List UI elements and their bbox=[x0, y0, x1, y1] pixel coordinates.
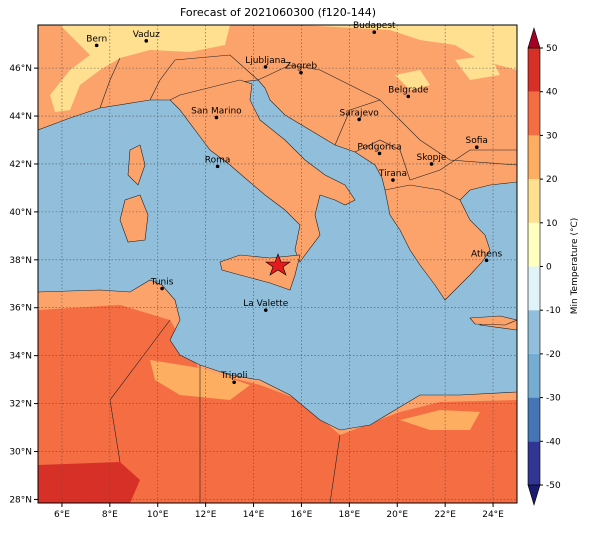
colorbar-tick-label: 10 bbox=[546, 219, 558, 229]
city-label: Skopje bbox=[417, 153, 447, 163]
x-tick-label: 18°E bbox=[339, 510, 361, 520]
colorbar-tick-label: 20 bbox=[546, 175, 558, 185]
title: Forecast of 2021060300 (f120-144) bbox=[180, 6, 376, 19]
city-point bbox=[214, 115, 219, 120]
city-point bbox=[232, 380, 236, 385]
forecast-point-star bbox=[265, 253, 291, 276]
y-tick-label: 42°N bbox=[9, 160, 32, 170]
x-tick-label: 6°E bbox=[54, 510, 70, 520]
map-frame bbox=[37, 24, 518, 504]
city-label: Bern bbox=[86, 34, 107, 44]
y-tick-label: 30°N bbox=[9, 447, 32, 457]
city-label: Athens bbox=[471, 249, 502, 259]
city-point bbox=[377, 151, 382, 156]
city-point bbox=[263, 65, 268, 69]
city-point bbox=[299, 70, 303, 75]
colorbar-label: Min Temperature (°C) bbox=[570, 218, 580, 315]
colorbar-band bbox=[528, 135, 540, 180]
city-label: Tunis bbox=[150, 278, 174, 288]
colorbar-tick-label: -20 bbox=[546, 350, 561, 360]
x-tick-label: 16°E bbox=[291, 510, 313, 520]
city-label: Sofia bbox=[466, 136, 488, 146]
y-tick-label: 34°N bbox=[9, 352, 32, 362]
city-point bbox=[391, 178, 395, 182]
borders bbox=[99, 54, 517, 503]
city-point bbox=[406, 94, 411, 99]
city-label: Vaduz bbox=[133, 30, 160, 40]
colorbar-band bbox=[528, 441, 540, 485]
italy bbox=[169, 79, 356, 263]
colorbar-tick-label: 50 bbox=[546, 44, 558, 54]
crete bbox=[469, 315, 517, 326]
city-label: Belgrade bbox=[388, 85, 429, 95]
city-point bbox=[372, 30, 377, 34]
city-label: Budapest bbox=[353, 21, 396, 31]
x-tick-label: 22°E bbox=[434, 510, 456, 520]
city-point bbox=[144, 39, 149, 43]
city-point bbox=[357, 117, 361, 122]
x-tick-label: 20°E bbox=[386, 510, 408, 520]
cool-land bbox=[300, 25, 517, 70]
x-tick-label: 12°E bbox=[195, 510, 217, 520]
x-tick-label: 10°E bbox=[147, 510, 169, 520]
y-tick-label: 44°N bbox=[9, 112, 32, 122]
city-label: Roma bbox=[205, 155, 231, 165]
x-tick-label: 24°E bbox=[482, 510, 504, 520]
colorbar-tick-label: -50 bbox=[546, 481, 561, 491]
colorbar-tick-label: -40 bbox=[546, 437, 561, 447]
colorbar-tick-label: -30 bbox=[546, 394, 561, 404]
y-tick-label: 32°N bbox=[9, 400, 32, 410]
colorbar-band bbox=[528, 397, 540, 442]
colorbar-band bbox=[528, 48, 540, 92]
hot-land bbox=[38, 462, 140, 503]
mild-land bbox=[150, 360, 480, 430]
city-label: Podgorica bbox=[357, 142, 401, 152]
city-label: Zagreb bbox=[285, 62, 317, 72]
city-label: Ljubljana bbox=[245, 56, 286, 66]
cool-land bbox=[50, 25, 230, 112]
city-point bbox=[215, 164, 220, 169]
city-label: San Marino bbox=[191, 106, 242, 116]
colorbar-tick-label: 0 bbox=[546, 263, 552, 273]
city-point bbox=[484, 258, 489, 263]
y-tick-label: 38°N bbox=[9, 256, 32, 266]
city-point bbox=[474, 145, 479, 149]
city-label: La Valette bbox=[243, 299, 288, 309]
colorbar-tick-label: 40 bbox=[546, 88, 558, 98]
y-tick-label: 46°N bbox=[9, 64, 32, 74]
city-point bbox=[263, 308, 268, 312]
city-label: Tirana bbox=[378, 169, 407, 179]
city-label: Sarajevo bbox=[340, 108, 380, 118]
colorbar-tick-label: 30 bbox=[546, 131, 558, 141]
city-label: Tripoli bbox=[220, 371, 248, 381]
x-tick-label: 8°E bbox=[102, 510, 118, 520]
colorbar-band bbox=[528, 310, 540, 354]
sardinia bbox=[119, 194, 149, 243]
x-tick-label: 14°E bbox=[243, 510, 265, 520]
colorbar-band bbox=[528, 353, 540, 398]
cool-land bbox=[395, 55, 500, 90]
city-point bbox=[429, 162, 434, 166]
y-tick-label: 28°N bbox=[9, 495, 32, 505]
colorbar-band bbox=[528, 266, 540, 311]
colorbar-band bbox=[528, 91, 540, 136]
city-point bbox=[160, 286, 164, 291]
city-point bbox=[94, 43, 99, 48]
y-tick-label: 36°N bbox=[9, 304, 32, 314]
colorbar-band bbox=[528, 222, 540, 267]
y-tick-label: 40°N bbox=[9, 208, 32, 218]
corsica bbox=[127, 144, 146, 186]
colorbar-under bbox=[527, 484, 541, 507]
colorbar-band bbox=[528, 179, 540, 223]
colorbar-over bbox=[527, 26, 541, 49]
colorbar-tick-label: -10 bbox=[546, 306, 561, 316]
